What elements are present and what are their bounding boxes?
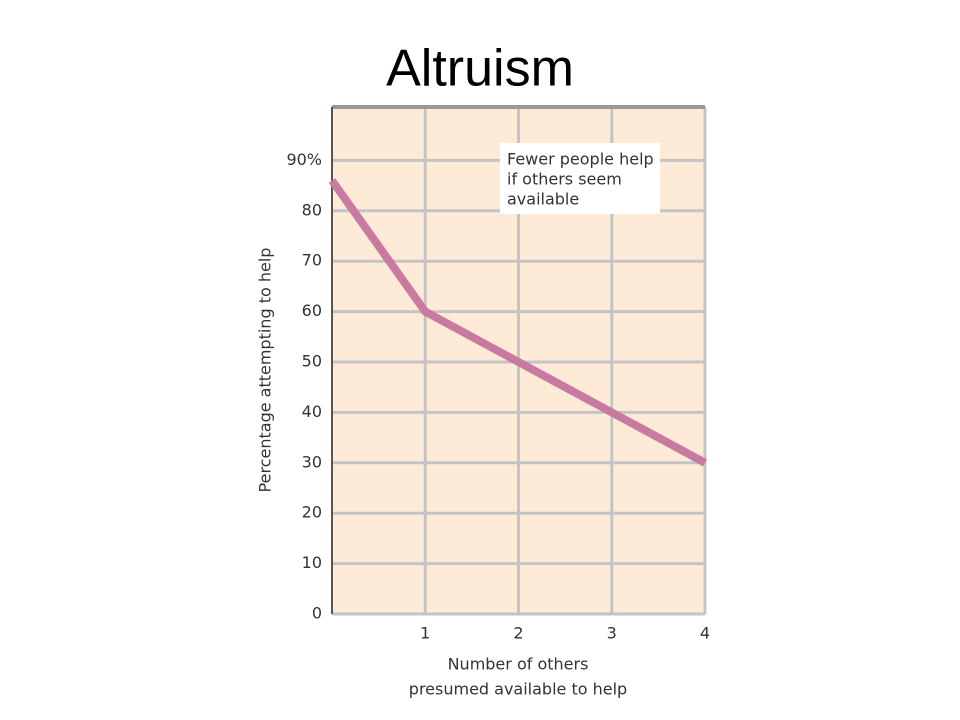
y-tick-label: 10	[302, 553, 322, 572]
y-tick-label: 90%	[286, 150, 322, 169]
y-axis-label: Percentage attempting to help	[256, 248, 275, 493]
y-tick-label: 40	[302, 402, 322, 421]
y-tick-label: 50	[302, 352, 322, 371]
x-tick-label: 1	[420, 624, 430, 643]
y-tick-label: 20	[302, 503, 322, 522]
y-tick-label: 70	[302, 251, 322, 270]
y-tick-label: 60	[302, 301, 322, 320]
annotation: if others seem	[507, 170, 622, 189]
y-tick-label: 0	[312, 604, 322, 623]
x-axis-label: Number of others	[448, 655, 589, 674]
chart-title: Altruism	[386, 40, 574, 98]
x-tick-label: 4	[700, 624, 710, 643]
x-tick-label: 2	[513, 624, 523, 643]
annotation-box	[500, 143, 660, 214]
annotation: Fewer people help	[507, 150, 654, 169]
annotation: available	[507, 190, 579, 209]
y-tick-label: 30	[302, 452, 322, 471]
y-tick-label: 80	[302, 200, 322, 219]
x-tick-label: 3	[607, 624, 617, 643]
x-axis-label: presumed available to help	[409, 680, 627, 699]
data-line	[328, 178, 707, 467]
